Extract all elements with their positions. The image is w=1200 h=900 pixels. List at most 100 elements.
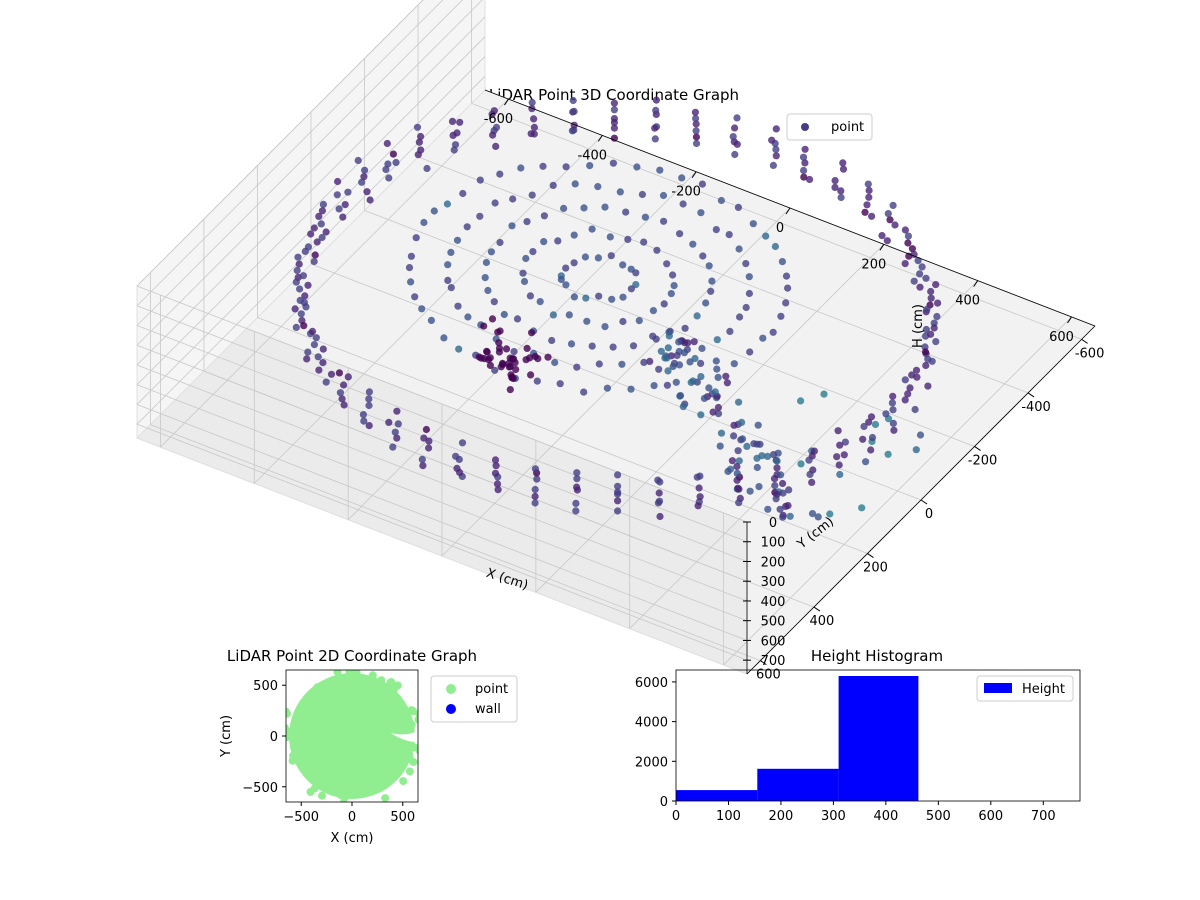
- point-3d: [660, 300, 668, 308]
- point-3d: [312, 334, 320, 342]
- point-3d: [734, 203, 743, 211]
- point-3d: [338, 395, 346, 403]
- point-3d: [301, 247, 309, 255]
- chart-2d-legend-label-point: point: [475, 682, 508, 697]
- point-3d: [709, 408, 717, 416]
- point-3d: [723, 379, 732, 387]
- point-3d: [453, 464, 461, 472]
- point-2d: [289, 751, 297, 760]
- point-3d: [717, 196, 726, 205]
- point-3d: [708, 277, 716, 285]
- point-3d: [743, 442, 751, 450]
- point-2d-gap: [390, 729, 418, 743]
- point-3d: [619, 317, 627, 326]
- point-2d: [286, 727, 291, 736]
- point-3d: [614, 471, 622, 479]
- chart-histogram-title: Height Histogram: [811, 647, 943, 665]
- grid-z-back: [136, 364, 748, 602]
- point-2d: [318, 774, 327, 783]
- tick-label-z-3d: 0: [769, 516, 777, 531]
- point-3d: [540, 238, 548, 246]
- point-3d: [841, 438, 850, 446]
- point-3d: [904, 390, 912, 398]
- point-3d: [924, 355, 932, 363]
- point-3d: [641, 213, 650, 221]
- point-3d: [389, 443, 397, 451]
- point-2d: [405, 767, 414, 776]
- point-3d: [572, 507, 580, 515]
- point-3d: [494, 328, 502, 336]
- point-3d: [500, 310, 508, 319]
- point-3d: [663, 381, 672, 389]
- point-3d: [638, 190, 647, 199]
- point-3d: [382, 165, 390, 174]
- chart-3d-legend-marker: [801, 123, 809, 131]
- point-3d: [655, 489, 663, 497]
- point-3d: [652, 335, 660, 343]
- point-3d: [759, 334, 767, 342]
- point-2d: [306, 787, 315, 796]
- point-3d: [753, 463, 761, 472]
- point-3d: [483, 347, 491, 355]
- point-3d: [746, 487, 754, 495]
- point-3d: [334, 177, 342, 186]
- point-3d: [607, 252, 615, 260]
- point-3d: [782, 299, 790, 307]
- point-3d: [784, 284, 792, 292]
- point-3d: [650, 382, 658, 390]
- point-3d: [916, 431, 925, 439]
- point-3d: [539, 162, 547, 170]
- point-3d: [510, 348, 518, 356]
- point-3d: [661, 354, 669, 362]
- point-3d: [580, 388, 588, 396]
- point-3d: [495, 339, 503, 347]
- grid-z-back: [136, 344, 748, 582]
- point-3d: [344, 188, 352, 196]
- point-3d: [733, 476, 741, 484]
- point-3d: [418, 305, 426, 313]
- point-3d: [664, 344, 672, 352]
- point-3d: [758, 452, 766, 460]
- point-2d: [381, 683, 390, 692]
- point-3d: [570, 107, 578, 115]
- point-3d: [656, 512, 664, 521]
- tick-label-z-3d: 600: [761, 634, 786, 649]
- point-3d: [383, 139, 391, 148]
- point-3d: [523, 344, 531, 352]
- point-3d: [901, 376, 909, 384]
- point-3d: [530, 115, 538, 123]
- tick-label-y-hist: 2000: [635, 755, 668, 770]
- point-3d: [502, 345, 511, 353]
- point-3d: [733, 462, 741, 471]
- point-3d: [560, 204, 568, 212]
- chart-histogram-legend: Height: [976, 675, 1074, 702]
- point-3d: [690, 338, 698, 346]
- point-2d: [304, 692, 313, 701]
- point-3d: [889, 406, 897, 414]
- chart-2d-xlabel: X (cm): [331, 831, 374, 846]
- point-3d: [689, 240, 697, 248]
- point-3d: [834, 427, 842, 435]
- point-3d: [614, 482, 622, 490]
- point-2d: [295, 708, 304, 716]
- point-3d: [319, 200, 327, 208]
- point-3d: [304, 348, 312, 356]
- point-3d: [927, 330, 935, 338]
- point-3d: [292, 323, 300, 331]
- point-3d: [910, 277, 918, 285]
- point-3d: [924, 382, 932, 390]
- point-3d: [764, 505, 772, 513]
- point-3d: [573, 363, 581, 371]
- point-3d: [660, 217, 668, 225]
- point-3d: [669, 362, 677, 371]
- point-3d: [712, 226, 720, 234]
- point-3d: [508, 373, 516, 381]
- point-3d: [764, 452, 772, 460]
- point-3d: [536, 298, 544, 306]
- chart-2d-legend: point wall: [430, 675, 518, 723]
- point-3d: [692, 133, 701, 141]
- point-3d: [488, 110, 496, 118]
- point-3d: [725, 231, 733, 239]
- point-3d: [517, 164, 525, 172]
- point-3d: [487, 248, 495, 256]
